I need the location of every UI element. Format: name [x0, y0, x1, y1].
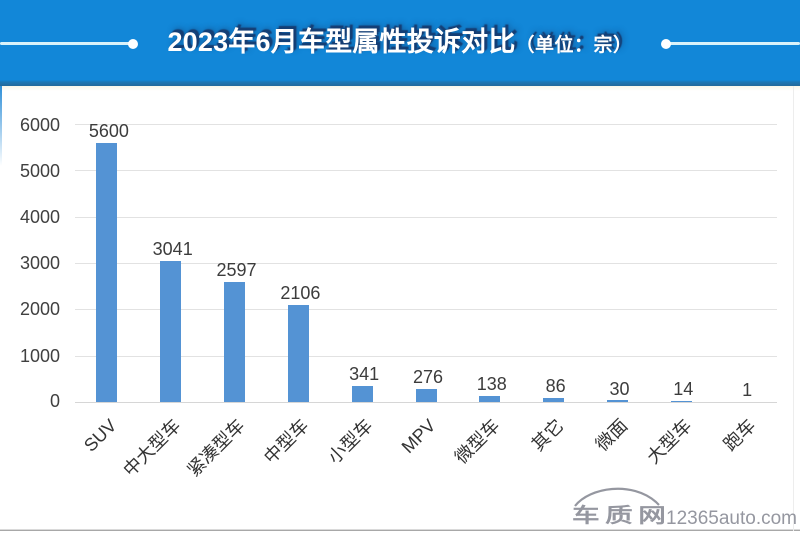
- svg-text:12365auto.com: 12365auto.com: [666, 508, 797, 529]
- svg-text:车质网: 车质网: [572, 504, 671, 527]
